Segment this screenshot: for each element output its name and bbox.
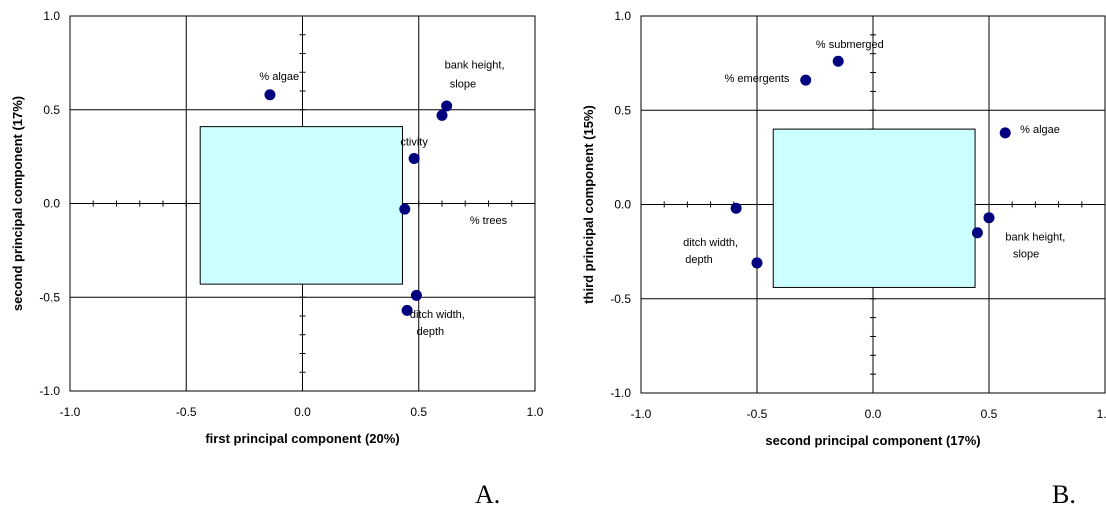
panel-letter: B.: [1052, 480, 1076, 506]
y-axis-label: second principal component (17%): [10, 96, 25, 311]
overlay-box: [199, 126, 403, 285]
panel-letter: A.: [475, 480, 500, 506]
point-label: ctivity: [400, 136, 428, 148]
overlay-box: [772, 128, 976, 288]
x-tick-label: 0.0: [294, 405, 311, 419]
y-tick-label: 1.0: [43, 9, 60, 23]
y-tick-label: -1.0: [39, 384, 60, 398]
point-label: % algae: [1020, 124, 1060, 136]
point-label: slope: [1013, 248, 1039, 260]
y-tick-label: 0.5: [43, 103, 60, 117]
data-point: [264, 89, 276, 101]
x-tick-label: 1.0: [527, 405, 544, 419]
y-tick-label: 1.0: [614, 9, 631, 23]
x-axis-label: second principal component (17%): [765, 433, 980, 448]
x-tick-label: 0.5: [410, 405, 427, 419]
data-point: [800, 74, 812, 86]
x-tick-label: -1.0: [60, 405, 81, 419]
point-label: ditch width,: [683, 237, 738, 249]
y-tick-label: 0.5: [614, 103, 631, 117]
data-point: [832, 55, 844, 67]
y-tick-label: 0.0: [43, 197, 60, 211]
x-tick-label: -0.5: [176, 405, 197, 419]
point-label: bank height,: [445, 60, 505, 72]
data-point: [441, 100, 453, 112]
point-label: % submerged: [816, 39, 884, 51]
data-point: [751, 257, 763, 269]
y-tick-label: -0.5: [610, 292, 631, 306]
data-point: [999, 127, 1011, 139]
point-label: depth: [417, 326, 445, 338]
data-point: [983, 212, 995, 224]
data-point: [971, 227, 983, 239]
data-point: [730, 202, 742, 214]
y-axis-label: third principal component (15%): [581, 105, 596, 304]
data-point: [408, 153, 420, 164]
point-label: % emergents: [725, 73, 790, 85]
x-tick-label: -1.0: [631, 407, 652, 421]
x-axis-label: first principal component (20%): [205, 431, 399, 446]
point-label: % trees: [470, 215, 508, 227]
x-tick-label: 0.5: [981, 407, 998, 421]
data-point: [436, 109, 448, 121]
data-point: [399, 203, 411, 215]
y-tick-label: 0.0: [614, 198, 631, 212]
x-tick-label: 1.0: [1097, 407, 1106, 421]
y-tick-label: -0.5: [39, 290, 60, 304]
x-tick-label: -0.5: [747, 407, 768, 421]
data-point: [401, 304, 413, 316]
point-label: % algae: [259, 71, 299, 83]
x-tick-label: 0.0: [865, 407, 882, 421]
point-label: ditch width,: [410, 309, 465, 321]
data-point: [410, 289, 422, 301]
point-label: bank height,: [1005, 231, 1065, 243]
chart-panel-b: % submerged % emergents % algae bank height…: [581, 9, 1106, 506]
chart-panel-a: % algae bank height, slope ctivity % trees di…: [10, 9, 544, 506]
point-label: slope: [450, 78, 476, 90]
y-tick-label: -1.0: [610, 386, 631, 400]
point-label: depth: [685, 254, 713, 266]
